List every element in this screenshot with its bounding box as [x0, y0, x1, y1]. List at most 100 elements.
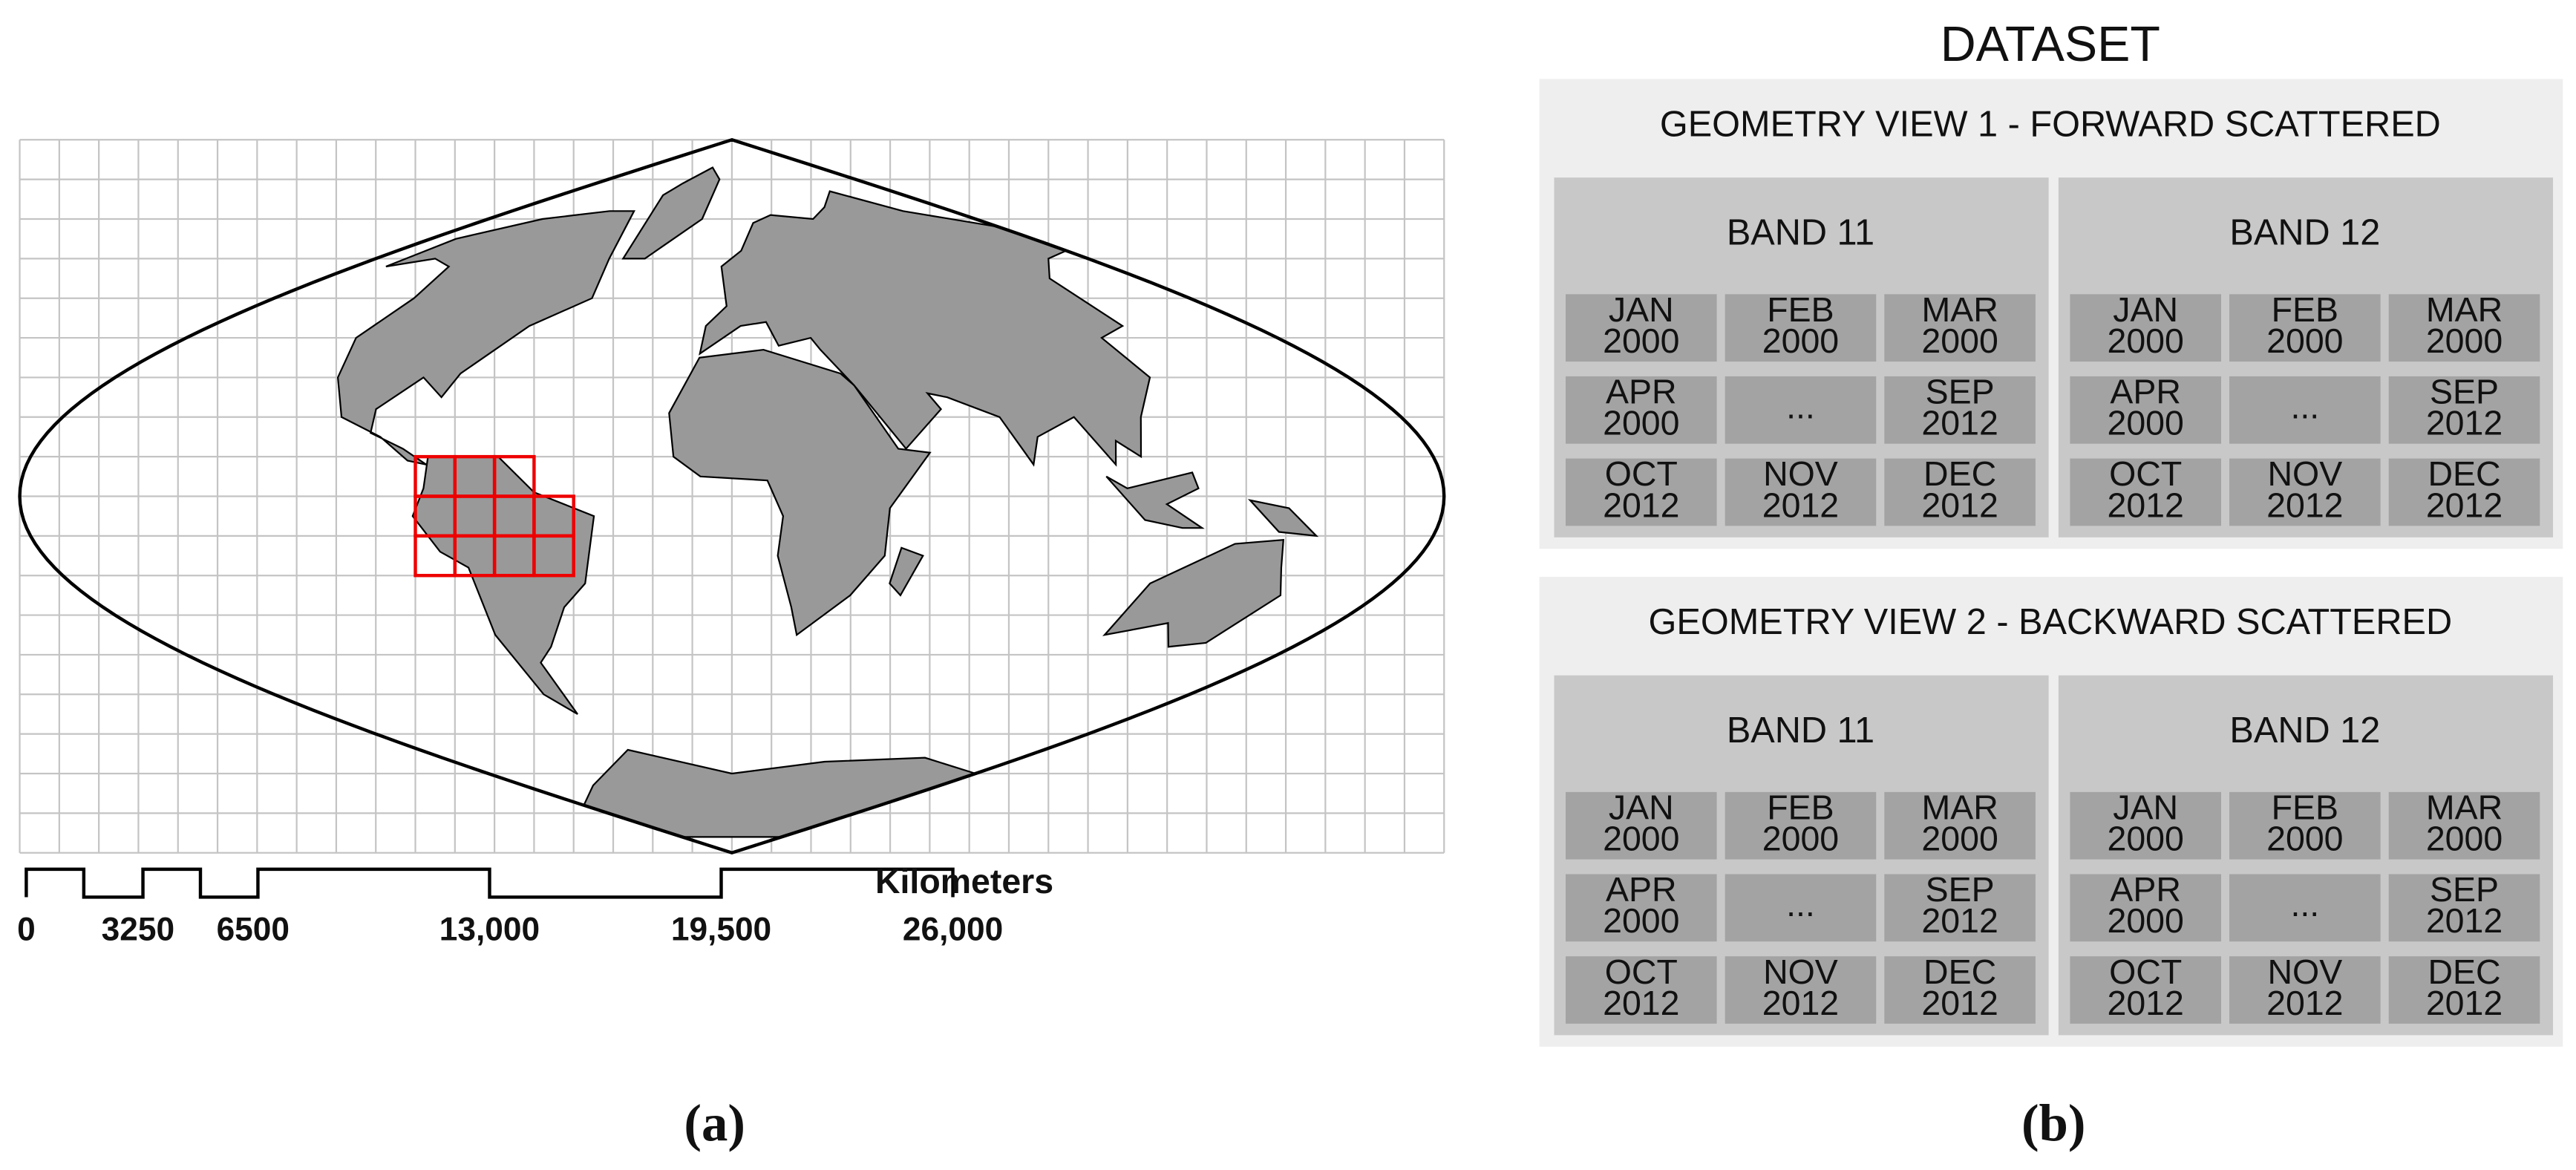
month-cell-text: 2000	[1603, 820, 1679, 858]
month-cell-text: NOV	[1763, 454, 1838, 493]
month-cell-text: MAR	[1921, 290, 1998, 329]
month-cell-text: ...	[2290, 885, 2319, 924]
month-cell-text: OCT	[2109, 952, 2182, 991]
month-cell-text: APR	[1606, 870, 1677, 909]
month-cell	[1884, 874, 2036, 942]
scale-label: 19,500	[671, 912, 771, 948]
map-panel: 0 3250 6500 13,000 19,500 26,000 Kilometers	[17, 137, 1446, 948]
month-cell	[2388, 458, 2540, 526]
month-cell-text: APR	[2110, 870, 2181, 909]
month-cell-text: NOV	[2268, 952, 2343, 991]
view-title: GEOMETRY VIEW 1 - FORWARD SCATTERED	[1660, 104, 2441, 144]
scale-bar	[24, 867, 955, 899]
month-cell	[1565, 791, 1717, 860]
month-cell-text: 2012	[1762, 984, 1839, 1022]
month-cell-text: 2012	[1921, 984, 1998, 1022]
month-cell-text: 2000	[1921, 820, 1998, 858]
landmass	[1247, 499, 1319, 537]
month-cell	[1565, 956, 1717, 1024]
month-cell	[1884, 956, 2036, 1024]
month-cell	[1884, 458, 2036, 526]
month-cell-text: 2000	[2108, 321, 2184, 360]
month-cell	[1725, 791, 1877, 860]
band-title: BAND 12	[2229, 710, 2380, 751]
month-cell-text: 2012	[1603, 984, 1679, 1022]
month-cell	[2388, 791, 2540, 860]
month-cell	[1565, 458, 1717, 526]
scale-label: 13,000	[439, 912, 540, 948]
month-cell-text: 2000	[1603, 321, 1679, 360]
month-cell-text: FEB	[2272, 788, 2338, 826]
month-cell-text: SEP	[1926, 870, 1995, 909]
month-cell-text: OCT	[1605, 454, 1678, 493]
month-cell-text: JAN	[1609, 788, 1674, 826]
dataset-panel: DATASET GEOMETRY VIEW 1 - FORWARD SCATTER…	[1539, 17, 2563, 1047]
month-cell-text: MAR	[2426, 290, 2503, 329]
landmass	[1105, 471, 1205, 529]
caption-a: (a)	[684, 1095, 745, 1153]
month-cell-text: 2000	[2266, 820, 2343, 858]
month-cell	[1565, 294, 1717, 362]
month-cell-text: ...	[1786, 387, 1815, 425]
month-cell	[1884, 294, 2036, 362]
month-cell-text: 2012	[1762, 486, 1839, 524]
month-cell	[2229, 874, 2381, 942]
month-cell	[2229, 376, 2381, 444]
month-cell-text: APR	[1606, 373, 1677, 411]
scale-label: 6500	[217, 912, 290, 948]
month-cell	[2070, 376, 2221, 444]
month-cell	[2229, 294, 2381, 362]
month-cell-text: JAN	[2113, 290, 2178, 329]
band-title: BAND 12	[2229, 212, 2380, 252]
month-cell	[2229, 956, 2381, 1024]
month-cell	[1884, 791, 2036, 860]
month-cell-text: OCT	[2109, 454, 2182, 493]
month-cell-text: 2012	[2108, 486, 2184, 524]
month-cell	[1725, 294, 1877, 362]
month-cell	[1884, 376, 2036, 444]
month-cell-text: 2012	[2426, 486, 2503, 524]
month-cell-text: 2000	[2426, 820, 2503, 858]
study-tile	[532, 534, 575, 578]
month-cell-text: 2012	[2426, 404, 2503, 442]
month-cell	[2388, 874, 2540, 942]
landmass	[699, 190, 1151, 467]
month-cell-text: 2012	[2266, 984, 2343, 1022]
month-cell-text: FEB	[1767, 788, 1834, 826]
dataset-title: DATASET	[1941, 17, 2160, 72]
month-cell-text: 2000	[2108, 901, 2184, 940]
month-cell	[2070, 874, 2221, 942]
month-cell	[2070, 791, 2221, 860]
month-cell-text: FEB	[2272, 290, 2338, 329]
month-cell-text: DEC	[2428, 952, 2500, 991]
landmass	[336, 210, 635, 465]
month-cell-text: DEC	[1923, 454, 1996, 493]
month-cell	[2388, 376, 2540, 444]
month-cell-text: 2000	[1603, 404, 1679, 442]
month-cell-text: NOV	[2268, 454, 2343, 493]
month-cell-text: SEP	[2430, 373, 2499, 411]
scale-label: 26,000	[903, 912, 1003, 948]
month-cell-text: NOV	[1763, 952, 1838, 991]
month-cell-text: 2000	[2108, 404, 2184, 442]
scale-unit: Kilometers	[875, 862, 1053, 901]
month-cell-text: 2012	[1921, 486, 1998, 524]
month-cell	[1725, 458, 1877, 526]
month-cell-text: DEC	[1923, 952, 1996, 991]
month-cell	[2070, 458, 2221, 526]
month-cell-text: 2012	[1921, 404, 1998, 442]
month-cell	[1725, 874, 1877, 942]
month-cell-text: 2000	[2426, 321, 2503, 360]
month-cell	[1725, 956, 1877, 1024]
month-cell-text: 2000	[1603, 901, 1679, 940]
month-cell-text: 2012	[2266, 486, 2343, 524]
band-title: BAND 11	[1727, 710, 1874, 751]
month-cell-text: ...	[1786, 885, 1815, 924]
month-cell-text: ...	[2290, 387, 2319, 425]
month-cell-text: SEP	[1926, 373, 1995, 411]
landmass	[668, 348, 932, 637]
month-cell-text: 2000	[1762, 820, 1839, 858]
month-cell	[2229, 458, 2381, 526]
month-cell-text: 2000	[1921, 321, 1998, 360]
month-cell	[1725, 376, 1877, 444]
